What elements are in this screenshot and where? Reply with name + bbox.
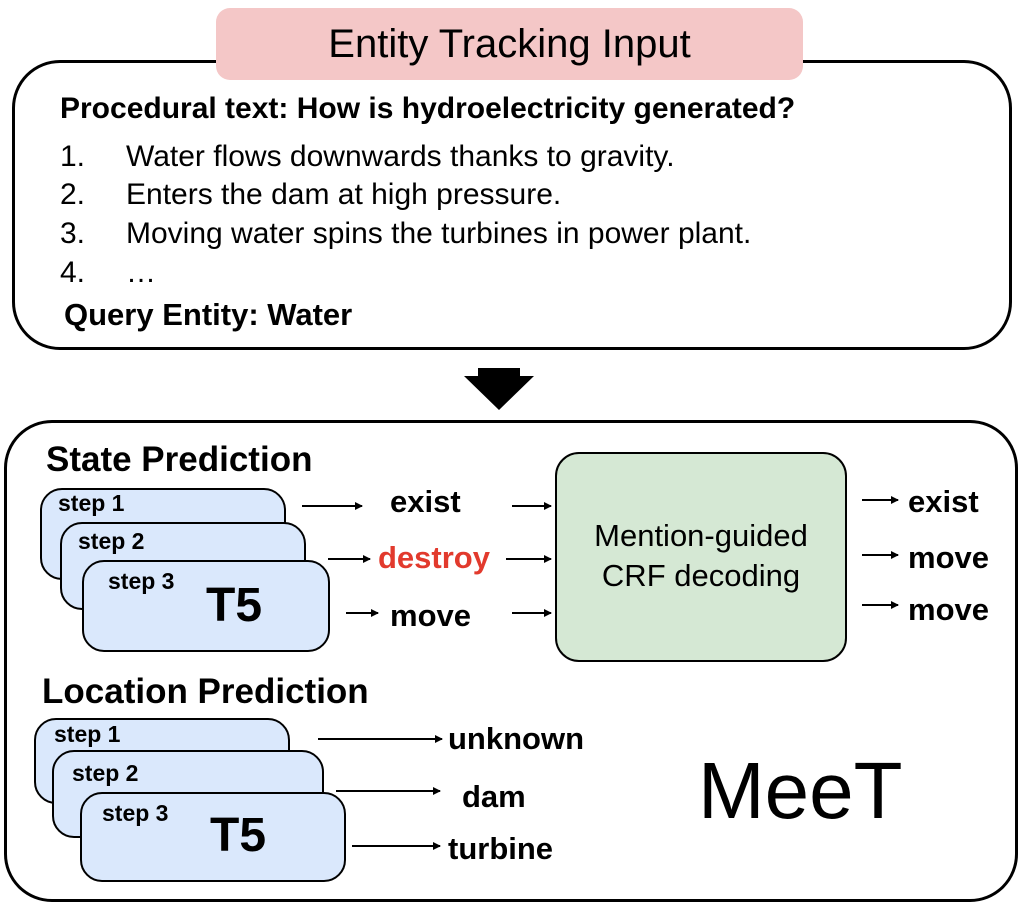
location-output: dam bbox=[462, 779, 526, 814]
crf-decoder-line2: CRF decoding bbox=[601, 558, 801, 593]
model-name: MeeT bbox=[698, 746, 903, 835]
location-step-card bbox=[80, 792, 346, 882]
state-step-label: step 2 bbox=[78, 528, 145, 554]
state-output: exist bbox=[390, 484, 461, 519]
location-step-label: step 2 bbox=[72, 760, 139, 786]
query-entity: Query Entity: Water bbox=[64, 297, 353, 332]
final-state-output: move bbox=[908, 540, 989, 575]
step-number: 1. bbox=[60, 140, 86, 173]
step-text: … bbox=[126, 256, 156, 289]
crf-decoder-label: Mention-guided CRF decoding bbox=[555, 516, 847, 596]
location-t5-label: T5 bbox=[210, 809, 267, 862]
state-t5-label: T5 bbox=[206, 579, 263, 632]
state-output-highlighted: destroy bbox=[378, 540, 490, 575]
state-step-card bbox=[82, 560, 330, 652]
input-title-pill bbox=[216, 8, 803, 80]
input-panel bbox=[12, 60, 1012, 350]
step-text: Moving water spins the turbines in power… bbox=[126, 217, 752, 250]
state-step-label: step 3 bbox=[108, 568, 175, 594]
crf-decoder-line1: Mention-guided bbox=[594, 518, 808, 553]
crf-decoder-box bbox=[555, 452, 847, 662]
step-number: 2. bbox=[60, 178, 86, 211]
location-output: unknown bbox=[448, 721, 585, 756]
step-number: 4. bbox=[60, 256, 86, 289]
procedural-text-title: Procedural text: How is hydroelectricity… bbox=[60, 92, 796, 125]
final-state-output: exist bbox=[908, 484, 979, 519]
state-output: move bbox=[390, 598, 471, 633]
state-prediction-title: State Prediction bbox=[46, 440, 313, 479]
input-title: Entity Tracking Input bbox=[328, 22, 691, 66]
down-arrow-icon bbox=[464, 368, 534, 410]
final-state-output: move bbox=[908, 592, 989, 627]
step-text: Water flows downwards thanks to gravity. bbox=[126, 140, 675, 173]
state-step-label: step 1 bbox=[58, 490, 125, 516]
location-output: turbine bbox=[448, 831, 554, 866]
step-number: 3. bbox=[60, 217, 86, 250]
location-step-label: step 1 bbox=[54, 721, 121, 747]
location-step-label: step 3 bbox=[102, 800, 169, 826]
location-prediction-title: Location Prediction bbox=[42, 672, 369, 711]
step-text: Enters the dam at high pressure. bbox=[126, 178, 562, 211]
